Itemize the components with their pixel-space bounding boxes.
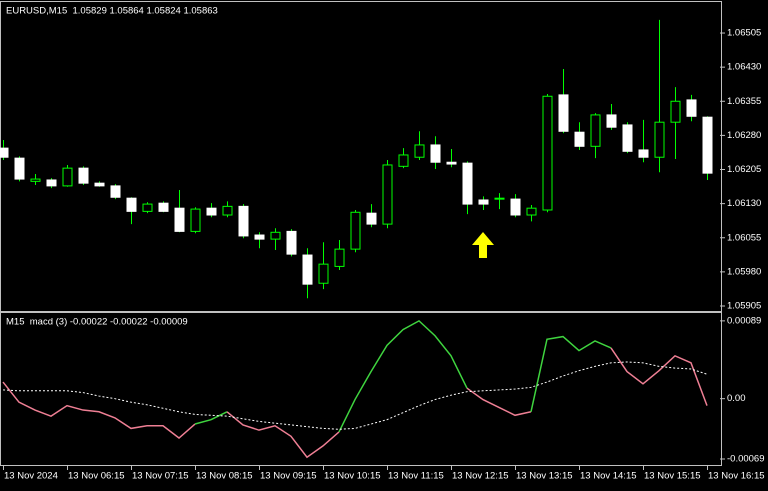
x-tick-label: 13 Nov 16:15 bbox=[708, 471, 765, 482]
x-tick-label: 13 Nov 08:15 bbox=[196, 471, 253, 482]
candle-body bbox=[62, 167, 73, 187]
panel-title: M15 macd (3) -0.00022 -0.00022 -0.00009 bbox=[6, 317, 188, 328]
x-tick-label: 13 Nov 06:15 bbox=[68, 471, 125, 482]
candle-body bbox=[606, 114, 617, 128]
candle-body bbox=[14, 157, 25, 180]
x-tick-label: 13 Nov 11:15 bbox=[388, 471, 444, 482]
candle-body bbox=[190, 208, 201, 232]
candle-body bbox=[94, 182, 105, 187]
y-tick-label: 1.06205 bbox=[727, 164, 761, 175]
candle-body bbox=[638, 149, 649, 158]
y-tick-label: 1.06355 bbox=[727, 96, 761, 107]
candle-body bbox=[302, 254, 313, 285]
series-line bbox=[338, 319, 468, 433]
candle-body bbox=[254, 234, 265, 240]
x-tick-label: 13 Nov 07:15 bbox=[132, 471, 189, 482]
candle-body bbox=[494, 197, 505, 200]
candle-body bbox=[526, 207, 537, 216]
candle-body bbox=[702, 116, 713, 174]
candle-body bbox=[542, 95, 553, 211]
candle-body bbox=[478, 199, 489, 205]
series-line bbox=[610, 347, 708, 406]
candle-body bbox=[318, 263, 329, 284]
candle-body bbox=[78, 167, 89, 184]
y-tick-label: 1.06280 bbox=[727, 130, 761, 141]
candle-body bbox=[46, 179, 57, 187]
buy-arrow bbox=[472, 232, 494, 258]
candle-body bbox=[398, 154, 409, 167]
candle-body bbox=[430, 144, 441, 163]
series-line bbox=[466, 387, 532, 417]
x-tick-label: 13 Nov 14:15 bbox=[580, 471, 637, 482]
candle-body bbox=[462, 162, 473, 205]
candle-body bbox=[110, 185, 121, 198]
x-tick-label: 13 Nov 12:15 bbox=[452, 471, 509, 482]
y-tick-label: 1.06130 bbox=[727, 198, 761, 209]
candle-body bbox=[366, 212, 377, 225]
candle-body bbox=[142, 203, 153, 212]
series-line bbox=[530, 335, 612, 412]
candle-body bbox=[206, 207, 217, 216]
series-line bbox=[226, 411, 340, 459]
candle-body bbox=[350, 211, 361, 250]
x-tick-label: 13 Nov 10:15 bbox=[324, 471, 381, 482]
candle-body bbox=[174, 207, 185, 232]
candle-body bbox=[510, 198, 521, 216]
candle-body bbox=[446, 161, 457, 165]
candle-body bbox=[558, 94, 569, 132]
y-tick-label: 0.00089 bbox=[727, 315, 761, 326]
candle-body bbox=[686, 99, 697, 117]
x-tick-label: 13 Nov 2024 bbox=[4, 471, 58, 482]
macd-panel-frame bbox=[0, 312, 722, 466]
candle-body bbox=[222, 205, 233, 216]
y-tick-label: -0.00069 bbox=[727, 454, 765, 465]
y-tick-label: 1.06505 bbox=[727, 28, 761, 39]
y-tick-label: 1.06055 bbox=[727, 232, 761, 243]
candle-body bbox=[622, 124, 633, 152]
candle-body bbox=[590, 114, 601, 147]
candle-body bbox=[670, 100, 681, 123]
candle-body bbox=[0, 147, 9, 158]
x-tick-label: 13 Nov 15:15 bbox=[644, 471, 701, 482]
panel-title: EURUSD,M15 1.05829 1.05864 1.05824 1.058… bbox=[6, 6, 218, 17]
candle-body bbox=[30, 178, 41, 182]
x-tick-label: 13 Nov 13:15 bbox=[516, 471, 573, 482]
candle-body bbox=[158, 202, 169, 212]
series-line bbox=[194, 411, 228, 425]
candle-body bbox=[574, 131, 585, 147]
candle-body bbox=[270, 231, 281, 240]
y-tick-label: 0.00 bbox=[727, 393, 746, 404]
candle-body bbox=[126, 197, 137, 212]
x-tick-label: 13 Nov 09:15 bbox=[260, 471, 317, 482]
y-tick-label: 1.06430 bbox=[727, 62, 761, 73]
candle-body bbox=[286, 230, 297, 255]
candle-body bbox=[238, 205, 249, 237]
candle-body bbox=[654, 121, 665, 158]
y-tick-label: 1.05980 bbox=[727, 266, 761, 277]
y-tick-label: 1.05905 bbox=[727, 301, 761, 312]
candle-body bbox=[334, 248, 345, 267]
candle-body bbox=[414, 144, 425, 158]
series-line bbox=[2, 381, 196, 439]
candle-body bbox=[382, 164, 393, 225]
